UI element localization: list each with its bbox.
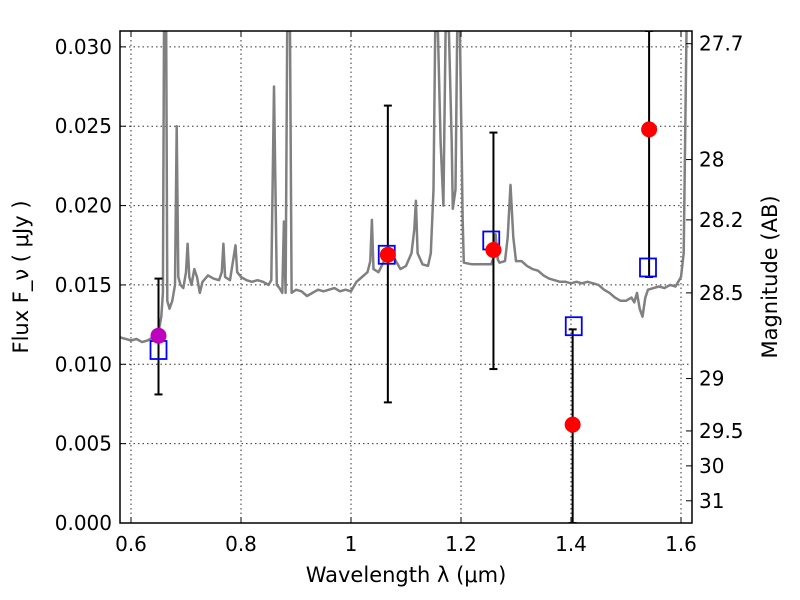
observed-flux-point: [379, 246, 396, 263]
model-spectrum: [120, 31, 688, 344]
observed-photometry-points: [150, 121, 658, 433]
y-tick-label: 0.000: [55, 511, 112, 535]
x-tick-label: 1.6: [665, 532, 697, 556]
x-tick-label: 0.6: [115, 532, 147, 556]
plot-frame: [119, 30, 693, 524]
y-tick-label: 0.015: [55, 273, 112, 297]
observed-flux-point: [641, 121, 658, 138]
magnitude-tick-label: 28: [699, 148, 724, 172]
x-tick-label: 1.4: [555, 532, 587, 556]
magnitude-tick-label: 28.2: [699, 208, 744, 232]
y-tick-label: 0.020: [55, 194, 112, 218]
magnitude-tick-label: 29.5: [699, 419, 744, 443]
magnitude-tick-label: 28.5: [699, 281, 744, 305]
model-flux-square: [639, 257, 657, 278]
x-axis-title: Wavelength λ (μm): [306, 563, 507, 587]
y-tick-label: 0.030: [55, 35, 112, 59]
magnitude-axis-ticks: 27.7 28 28.2 28.5 29 29.5 30 31: [686, 32, 744, 513]
observed-flux-point: [150, 327, 167, 344]
y-axis-title: Flux F_ν ( μJy ): [9, 200, 34, 353]
observed-flux-point: [485, 242, 502, 259]
y-axis-ticks: 0.000 0.005 0.010 0.015 0.020 0.025 0.030: [55, 35, 126, 535]
x-tick-label: 1.2: [445, 532, 477, 556]
magnitude-tick-label: 30: [699, 454, 724, 478]
model-photometry-squares: [149, 230, 657, 360]
magnitude-tick-label: 31: [699, 489, 724, 513]
y-tick-label: 0.005: [55, 432, 112, 456]
x-tick-label: 0.8: [225, 532, 257, 556]
y-tick-label: 0.010: [55, 352, 112, 376]
x-tick-label: 1: [345, 532, 358, 556]
observed-flux-point: [564, 416, 581, 433]
spectrum-line: [120, 31, 688, 344]
right-axis-title: Magnitude (AB): [758, 195, 782, 358]
model-flux-square: [564, 316, 583, 337]
magnitude-tick-label: 29: [699, 367, 724, 391]
magnitude-tick-label: 27.7: [699, 32, 744, 56]
x-axis-ticks: 0.6 0.8 1 1.2 1.4 1.6: [115, 31, 697, 556]
y-tick-label: 0.025: [55, 114, 112, 138]
